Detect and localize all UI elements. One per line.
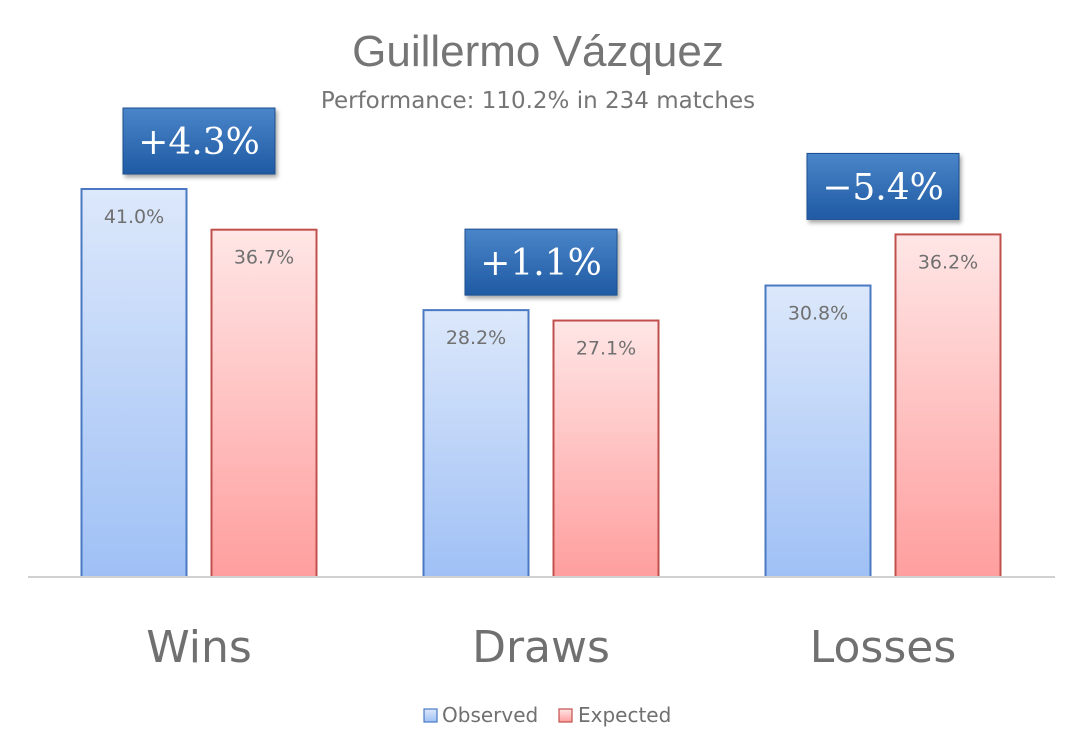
legend-swatch-observed [423, 708, 438, 723]
difference-label-losses: −5.4% [822, 167, 944, 208]
data-label-expected-draws: 27.1% [576, 338, 636, 360]
data-label-observed-losses: 30.8% [788, 303, 848, 325]
bar-expected-wins [210, 228, 318, 578]
bar-expected-draws [552, 319, 660, 578]
legend-label-expected: Expected [578, 703, 671, 727]
category-label-losses: Losses [810, 622, 957, 673]
data-label-expected-losses: 36.2% [918, 251, 978, 273]
difference-badge-box-wins [122, 107, 276, 175]
data-label-expected-wins: 36.7% [234, 247, 294, 269]
difference-label-wins: +4.3% [138, 122, 260, 163]
legend-swatch-expected [558, 708, 573, 723]
difference-badge-draws [464, 228, 618, 296]
difference-badge-wins [122, 107, 276, 175]
difference-label-draws: +1.1% [480, 243, 602, 284]
data-label-observed-wins: 41.0% [104, 206, 164, 228]
data-label-observed-draws: 28.2% [446, 327, 506, 349]
bar-observed-draws [422, 309, 530, 578]
difference-badge-box-losses [806, 152, 960, 220]
bar-expected-losses [894, 233, 1002, 579]
legend-label-observed: Observed [442, 703, 538, 727]
chart-title: Guillermo Vázquez [352, 27, 724, 76]
chart-subtitle: Performance: 110.2% in 234 matches [321, 88, 755, 114]
bar-observed-losses [764, 284, 872, 578]
difference-badge-losses [806, 152, 960, 220]
difference-badge-box-draws [464, 228, 618, 296]
legend: Observed Expected [423, 703, 671, 727]
category-label-draws: Draws [472, 622, 610, 673]
category-label-wins: Wins [146, 622, 252, 673]
bar-observed-wins [80, 188, 188, 578]
